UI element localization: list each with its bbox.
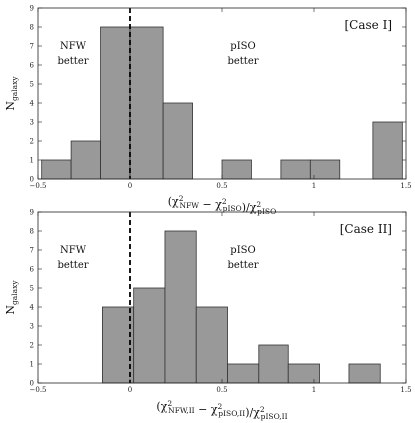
histogram-bar: [41, 159, 72, 180]
histogram-bar: [348, 363, 381, 384]
y-tick-label: 2: [30, 342, 34, 350]
y-tick-label: 0: [30, 176, 34, 184]
piso-better-label: better: [227, 260, 258, 271]
x-tick-label: 0: [128, 386, 132, 394]
x-axis-label: (χ2 NFW − χ2 pISO)/χ2 pISO: [168, 194, 276, 216]
histogram-bar: [258, 344, 289, 384]
y-tick-label: 6: [30, 62, 35, 70]
x-tick-label: −0.5: [30, 182, 47, 190]
y-tick-label: 6: [30, 266, 35, 274]
x-tick-label: 1: [312, 182, 316, 190]
y-axis-label: Ngalaxy: [4, 76, 19, 111]
histogram-bar: [100, 26, 131, 180]
y-tick-label: 8: [30, 24, 34, 32]
histogram-bar: [309, 159, 341, 180]
y-tick-label: 5: [30, 81, 34, 89]
y-tick-label: 5: [30, 285, 34, 293]
histogram-bar: [221, 159, 252, 180]
y-tick-label: 2: [30, 138, 34, 146]
x-tick-label: 0: [128, 182, 132, 190]
y-tick-label: 4: [30, 100, 35, 108]
nfw-better-label: NFW: [60, 41, 87, 52]
histogram-bar: [372, 121, 403, 180]
y-tick-label: 3: [30, 119, 34, 127]
x-tick-label: 1.5: [400, 386, 411, 394]
y-tick-label: 4: [30, 304, 35, 312]
histogram-bar: [287, 363, 320, 384]
histogram-bar: [102, 306, 135, 384]
y-tick-label: 1: [30, 361, 34, 369]
y-tick-label: 7: [30, 247, 34, 255]
histogram-bar: [227, 363, 260, 384]
y-tick-label: 3: [30, 323, 34, 331]
x-tick-label: 0.5: [216, 182, 227, 190]
nfw-better-label: better: [57, 260, 88, 271]
nfw-better-label: better: [57, 56, 88, 67]
x-tick-label: −0.5: [30, 386, 47, 394]
y-tick-label: 9: [30, 5, 34, 13]
histogram-bar: [133, 287, 166, 384]
histogram-bar: [280, 159, 311, 180]
histogram-bar: [70, 140, 101, 180]
case-annotation: [Case II]: [340, 222, 392, 236]
y-tick-label: 9: [30, 209, 34, 217]
case-annotation: [Case I]: [344, 18, 392, 32]
histogram-bar: [164, 230, 197, 384]
histogram-bar: [195, 306, 228, 384]
histogram-bar: [129, 26, 164, 180]
y-tick-label: 7: [30, 43, 34, 51]
x-tick-label: 1: [312, 386, 316, 394]
histogram-bar: [162, 102, 193, 180]
y-axis-label: Ngalaxy: [4, 280, 19, 315]
y-tick-label: 0: [30, 380, 34, 388]
piso-better-label: pISO: [230, 245, 255, 256]
y-tick-label: 8: [30, 228, 34, 236]
x-axis-label: (χ2 NFW,II − χ2 pISO,II)/χ2 pISO,II: [156, 399, 287, 421]
piso-better-label: pISO: [230, 41, 255, 52]
y-tick-label: 1: [30, 157, 34, 165]
nfw-better-label: NFW: [60, 245, 87, 256]
x-tick-label: 0.5: [216, 386, 227, 394]
piso-better-label: better: [227, 56, 258, 67]
x-tick-label: 1.5: [400, 182, 411, 190]
